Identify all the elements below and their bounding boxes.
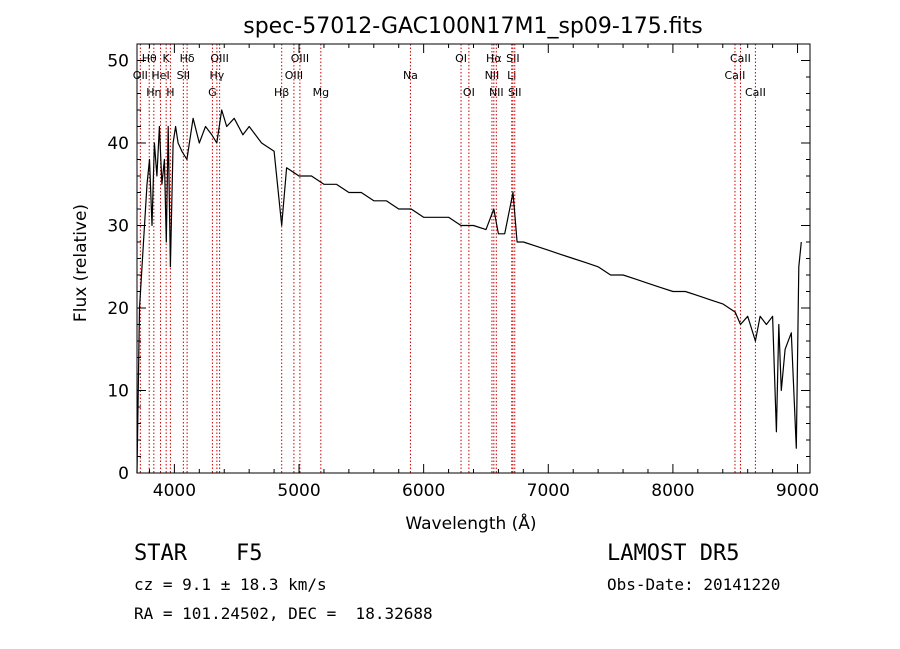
marker-label: Hα	[486, 52, 502, 65]
marker-label: H	[166, 86, 174, 99]
coordinates-readout: RA = 101.24502, DEC = 18.32688	[134, 604, 433, 623]
x-tick-label: 4000	[153, 481, 196, 501]
marker-label: Hη	[146, 86, 161, 99]
marker-label: Hβ	[274, 86, 289, 99]
marker-label: K	[163, 52, 171, 65]
marker-label: SII	[177, 69, 190, 82]
y-tick-label: 40	[107, 134, 129, 154]
x-tick-label: 5000	[277, 481, 320, 501]
marker-label: Mg	[313, 86, 329, 99]
axes: 4000 5000 6000 7000 8000 9000 0 10 20 30 40 50	[107, 43, 819, 501]
obs-date-readout: Obs-Date: 20141220	[607, 575, 781, 594]
marker-label: SII	[506, 52, 519, 65]
marker-label: SII	[508, 86, 521, 99]
marker-label: HeI	[151, 69, 169, 82]
x-tick-label: 9000	[776, 481, 819, 501]
y-tick-label: 0	[118, 464, 129, 484]
marker-label: OIII	[291, 52, 309, 65]
marker-label: G	[208, 86, 217, 99]
y-axis-label: Flux (relative)	[71, 204, 91, 322]
object-class: STAR	[134, 541, 187, 566]
y-tick-label: 50	[107, 52, 129, 72]
x-tick-label: 6000	[402, 481, 445, 501]
marker-label: Hδ	[180, 52, 195, 65]
survey-label: LAMOST DR5	[607, 541, 740, 566]
object-subclass: F5	[236, 541, 263, 566]
y-tick-label: 20	[107, 299, 129, 319]
marker-label: CaII	[745, 86, 766, 99]
marker-label: NII	[489, 86, 504, 99]
plot-frame	[136, 43, 811, 474]
marker-label: OII	[133, 69, 148, 82]
x-axis-label: Wavelength (Å)	[405, 512, 536, 534]
y-tick-label: 30	[107, 217, 129, 237]
marker-label: CaII	[725, 69, 746, 82]
marker-label: Na	[403, 69, 418, 82]
marker-label: Li	[507, 69, 516, 82]
y-tick-label: 10	[107, 382, 129, 402]
x-tick-label: 7000	[527, 481, 570, 501]
line-markers: OIIHθHηHeIKHSIIHδGHγOIIIHβOIIIOIIIMgNaOI…	[133, 44, 766, 473]
marker-label: OI	[455, 52, 467, 65]
marker-label: Hγ	[209, 69, 224, 82]
marker-label: OIII	[285, 69, 303, 82]
spectrum-line	[136, 109, 802, 474]
marker-label: OI	[463, 86, 475, 99]
marker-label: Hθ	[142, 52, 157, 65]
x-tick-label: 8000	[651, 481, 694, 501]
redshift-readout: cz = 9.1 ± 18.3 km/s	[134, 575, 327, 594]
marker-label: CaII	[730, 52, 751, 65]
chart-title: spec-57012-GAC100N17M1_sp09-175.fits	[243, 14, 703, 39]
marker-label: OIII	[210, 52, 228, 65]
marker-label: NII	[485, 69, 500, 82]
